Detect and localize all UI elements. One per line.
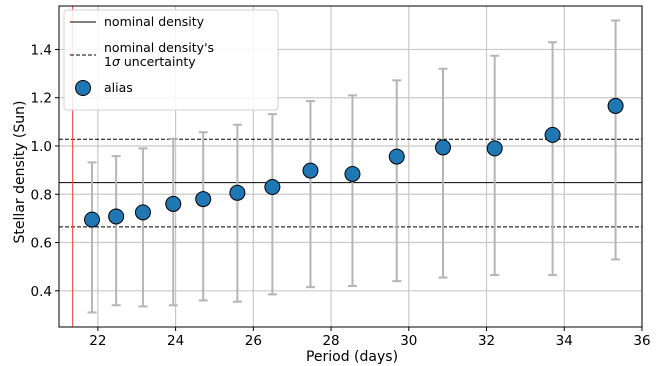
- error-bars: [87, 19, 621, 314]
- alias-point: [229, 184, 246, 201]
- y-tick-label: 1.2: [31, 91, 52, 107]
- x-tick-label: 22: [89, 333, 106, 349]
- legend-uncertainty-label-line1: nominal density's: [104, 40, 214, 55]
- y-tick-label: 0.4: [31, 284, 52, 300]
- data-points: [84, 97, 624, 228]
- x-tick-label: 26: [245, 333, 262, 349]
- alias-point: [134, 204, 151, 221]
- grid-lines: [59, 6, 643, 327]
- legend-uncertainty-label-line2: 1σ uncertainty: [104, 54, 196, 69]
- legend-uncertainty-suffix: uncertainty: [120, 54, 196, 69]
- legend-alias-label: alias: [104, 80, 133, 95]
- alias-point: [108, 208, 125, 225]
- alias-point: [84, 211, 101, 228]
- alias-point: [435, 139, 452, 156]
- x-tick-label: 36: [633, 333, 650, 349]
- x-tick-label: 30: [400, 333, 417, 349]
- legend-nominal-label: nominal density: [104, 14, 205, 29]
- alias-point: [544, 126, 561, 143]
- y-axis-label: Stellar density (Sun): [12, 101, 28, 244]
- alias-point: [264, 179, 281, 196]
- legend-uncertainty-sigma: σ: [112, 54, 121, 69]
- x-tick-label: 32: [478, 333, 495, 349]
- alias-point: [607, 97, 624, 114]
- y-tick-label: 1.0: [31, 139, 52, 155]
- legend: nominal density nominal density's 1σ unc…: [63, 9, 279, 111]
- alias-point: [344, 165, 361, 182]
- plot-frame: [58, 5, 643, 328]
- alias-point: [388, 148, 405, 165]
- y-ticks: 0.4 0.6 0.8 1.0 1.2 1.4: [31, 42, 59, 300]
- y-tick-label: 0.8: [31, 187, 52, 203]
- x-axis-label: Period (days): [306, 349, 398, 365]
- alias-point: [486, 140, 503, 157]
- legend-box: [63, 9, 279, 111]
- x-ticks: 22 24 26 28 30 32 34 36: [89, 327, 651, 349]
- x-tick-label: 28: [322, 333, 339, 349]
- legend-uncertainty-prefix: 1: [104, 54, 112, 69]
- y-tick-label: 1.4: [31, 42, 52, 58]
- x-tick-label: 24: [167, 333, 184, 349]
- y-tick-label: 0.6: [31, 236, 52, 252]
- x-tick-label: 34: [556, 333, 573, 349]
- legend-alias-marker: [75, 80, 91, 96]
- alias-point: [165, 195, 182, 212]
- alias-point: [302, 162, 319, 179]
- alias-point: [195, 191, 212, 208]
